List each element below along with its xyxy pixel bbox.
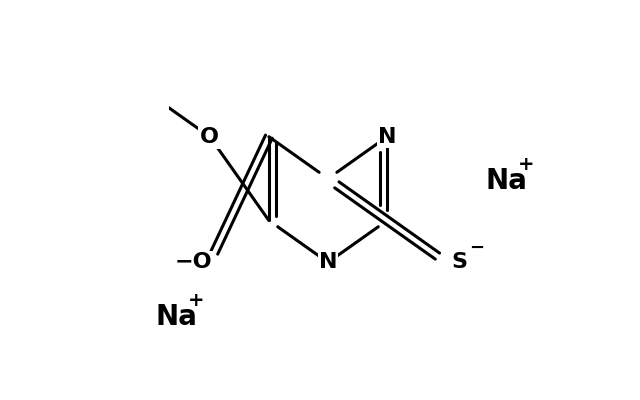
Text: Na: Na	[156, 302, 197, 330]
Text: +: +	[188, 291, 204, 310]
Text: +: +	[518, 155, 534, 174]
Text: −O: −O	[175, 252, 212, 272]
Text: O: O	[136, 85, 155, 105]
Text: Na: Na	[486, 167, 527, 195]
Text: S: S	[451, 252, 467, 272]
Text: O: O	[141, 85, 160, 105]
Text: O: O	[141, 85, 160, 105]
Text: N: N	[319, 252, 337, 272]
Text: O: O	[200, 127, 220, 147]
Text: O: O	[141, 84, 160, 104]
Text: −: −	[469, 238, 484, 256]
Text: O: O	[143, 85, 163, 105]
Text: O: O	[200, 127, 220, 147]
Text: N: N	[378, 127, 396, 147]
